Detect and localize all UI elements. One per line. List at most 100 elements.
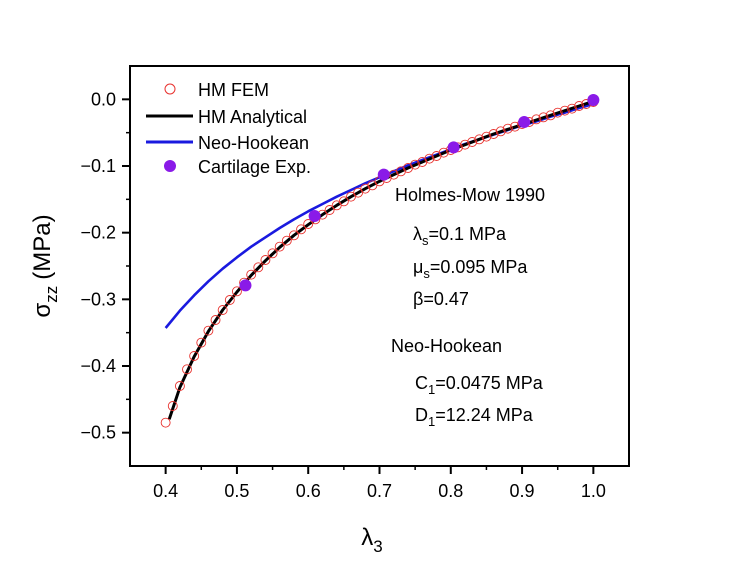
hm-fem-point [552, 107, 563, 118]
cartilage-exp-point [518, 116, 531, 128]
hm-fem-point [424, 153, 435, 164]
hm-fem-point [545, 110, 556, 121]
cartilage-exp-point [308, 210, 321, 222]
hm-fem-point [538, 112, 549, 123]
hm-fem-point [267, 248, 278, 259]
y-tick-label: −0.2 [80, 223, 116, 243]
hm-fem-point [174, 381, 185, 391]
legend-label-hm-fem: HM FEM [198, 80, 269, 100]
hm-fem-point [167, 401, 178, 411]
y-axis-label-symbol: σ [29, 303, 56, 318]
axis-ticks: 0.4 0.5 0.6 0.7 0.8 0.9 1.0 0.0 −0.1 −0.2 −0.3 −0.4… [80, 89, 605, 501]
annotation-hm-mu: μs=0.095 MPa [413, 257, 528, 281]
x-tick-label: 1.0 [581, 481, 606, 501]
hm-fem-point [474, 134, 485, 145]
annotation-hm-beta: β=0.47 [413, 289, 469, 309]
y-tick-label: −0.5 [80, 423, 116, 443]
hm-fem-point [160, 417, 171, 428]
annotation-hm-lambda-subscript: s [422, 233, 429, 248]
legend-marker-cartilage-exp [164, 160, 176, 172]
legend-marker-hm-fem [164, 83, 176, 95]
hm-fem-point [217, 305, 228, 315]
y-axis-label-subscript: zz [42, 286, 61, 303]
legend-label-neo-hookean: Neo-Hookean [198, 133, 309, 153]
annotation-hm-mu-value: =0.095 MPa [430, 257, 529, 277]
annotation-hm-lambda-value: =0.1 MPa [429, 224, 508, 244]
legend: HM FEM HM Analytical Neo-Hookean Cartila… [146, 80, 311, 177]
hm-fem-point [431, 151, 442, 161]
cartilage-exp-point [377, 168, 390, 181]
y-axis-label: σzz (MPa) [29, 214, 61, 317]
hm-fem-point [324, 205, 335, 215]
annotation-nh-d1-value: =12.24 MPa [435, 405, 534, 425]
annotation-hm-mu-symbol: μ [413, 257, 423, 277]
annotation-hm-title: Holmes-Mow 1990 [395, 185, 545, 205]
hm-fem-point [467, 137, 478, 147]
y-tick-label: −0.3 [80, 289, 116, 309]
hm-fem-point [502, 123, 513, 134]
hm-fem-point [274, 241, 285, 252]
hm-fem-point [246, 269, 257, 280]
annotation-nh-d1: D1=12.24 MPa [415, 405, 534, 429]
y-axis-label-unit: (MPa) [29, 214, 56, 279]
x-tick-label: 0.9 [510, 481, 535, 501]
x-axis-label-symbol: λ [361, 524, 373, 551]
hm-fem-point [567, 103, 577, 114]
annotation-nh-title: Neo-Hookean [391, 336, 502, 356]
hm-fem-point [182, 364, 192, 375]
hm-fem-point [203, 325, 214, 336]
annotation-hm-lambda: λs=0.1 MPa [413, 224, 507, 248]
x-tick-label: 0.7 [367, 481, 392, 501]
hm-fem-point [403, 163, 413, 173]
x-tick-label: 0.4 [153, 481, 178, 501]
legend-label-hm-analytical: HM Analytical [198, 107, 307, 127]
x-axis-label-subscript: 3 [373, 537, 382, 556]
cartilage-exp-point [447, 141, 460, 154]
hm-fem-point [360, 183, 371, 194]
y-tick-label: −0.1 [80, 156, 116, 176]
annotation-nh-d1-symbol: D [415, 405, 428, 425]
annotation-nh-c1-symbol: C [415, 373, 428, 393]
hm-fem-point [509, 121, 520, 132]
annotation-hm-mu-subscript: s [423, 266, 430, 281]
hm-fem-point [559, 105, 570, 116]
annotations: Holmes-Mow 1990 λs=0.1 MPa μs=0.095 MPa … [391, 185, 545, 429]
series-layer [160, 94, 600, 428]
hm-fem-point [210, 315, 221, 325]
cartilage-exp-point [239, 279, 252, 292]
annotation-hm-lambda-symbol: λ [413, 224, 422, 244]
x-tick-label: 0.5 [224, 481, 249, 501]
x-axis-label: λ3 [361, 524, 382, 556]
hm-fem-point [189, 351, 200, 361]
annotation-nh-c1: C1=0.0475 MPa [415, 373, 544, 397]
hm-fem-point [481, 131, 492, 142]
hm-fem-point [488, 129, 499, 139]
hm-fem-point [460, 139, 470, 150]
hm-fem-point [338, 196, 349, 207]
annotation-nh-c1-value: =0.0475 MPa [435, 373, 544, 393]
hm-fem-point [260, 255, 271, 265]
hm-fem-point [289, 230, 299, 241]
hm-fem-point [531, 114, 542, 125]
cartilage-exp-point [587, 94, 600, 106]
hm-fem-point [281, 235, 292, 246]
x-tick-label: 0.6 [296, 481, 321, 501]
annotation-nh-d1-subscript: 1 [428, 414, 435, 429]
hm-fem-point [417, 157, 428, 167]
hm-fem-point [395, 166, 406, 177]
y-tick-label: −0.4 [80, 356, 116, 376]
legend-label-cartilage-exp: Cartilage Exp. [198, 157, 311, 177]
hm-fem-point [224, 295, 235, 305]
hm-fem-point [253, 262, 264, 273]
hm-fem-point [574, 101, 585, 111]
hm-fem-point [196, 337, 207, 348]
hm-fem-point [296, 224, 307, 235]
hm-fem-point [438, 147, 449, 158]
hm-fem-point [410, 159, 421, 170]
y-tick-label: 0.0 [91, 89, 116, 109]
hm-fem-point [303, 219, 314, 229]
hm-fem-point [495, 126, 506, 137]
annotation-nh-c1-subscript: 1 [428, 382, 435, 397]
hm-fem-point [231, 286, 242, 297]
